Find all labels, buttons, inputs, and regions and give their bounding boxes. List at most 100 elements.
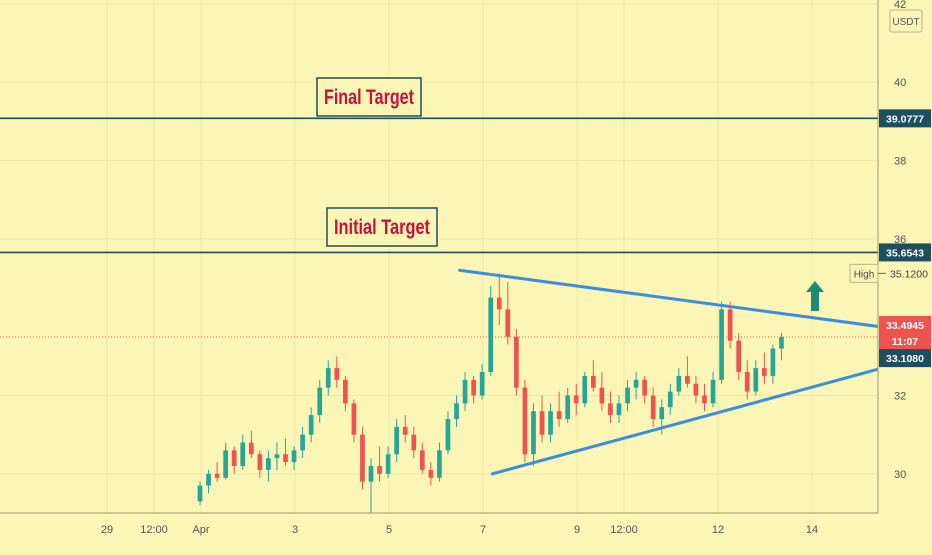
price-tick-label: 38: [894, 156, 906, 168]
candle-body: [377, 466, 382, 474]
marker-price-tag: [879, 349, 931, 368]
final-target-label-box: [316, 77, 422, 117]
candle-body: [582, 375, 588, 404]
candle-body: [693, 383, 699, 396]
candle-body: [531, 411, 536, 455]
final-target-label: Final Target: [324, 86, 414, 109]
candle-body: [317, 387, 323, 416]
candle-body: [719, 309, 724, 380]
price-axis-background: [878, 0, 932, 550]
price-tick-label: 40: [894, 77, 906, 89]
time-tick-label: 5: [386, 524, 392, 536]
time-tick-label: 12: [712, 524, 724, 536]
candle-body: [659, 407, 665, 420]
candle-body: [300, 434, 305, 451]
candle-body: [548, 411, 553, 435]
currency-box: [889, 9, 923, 33]
candle-body: [608, 403, 613, 416]
candle-body: [633, 379, 639, 388]
candle-body: [454, 403, 459, 420]
candle-body: [343, 379, 348, 404]
candle-body: [437, 450, 442, 478]
level-price-text: 39.0777: [886, 113, 924, 125]
candle-body: [360, 434, 365, 482]
high-value: 35.1200: [890, 268, 928, 280]
candle-body: [779, 337, 784, 349]
candle-body: [761, 368, 767, 376]
annotations: Final Target Initial Target: [316, 77, 438, 247]
candle-body: [727, 309, 733, 341]
candle-body: [445, 419, 451, 451]
candle-body: [214, 473, 220, 478]
price-tick-label: 42: [894, 0, 906, 11]
candle-body: [590, 375, 596, 388]
candle-body: [462, 379, 468, 404]
candle-body: [702, 395, 707, 404]
candle-body: [274, 454, 280, 459]
candle-body: [394, 426, 400, 455]
candle-body: [266, 458, 271, 470]
time-tick-label: 9: [574, 524, 580, 536]
price-tick-label: 30: [894, 469, 906, 481]
candle-body: [744, 372, 750, 392]
candle-body: [753, 368, 759, 392]
candle-body: [770, 348, 776, 376]
candle-body: [505, 309, 511, 337]
candle-body: [428, 469, 434, 478]
price-tick-label: 32: [894, 391, 906, 403]
candle-body: [514, 336, 519, 388]
candle-body: [599, 387, 605, 404]
candle-body: [257, 454, 263, 470]
candle-body: [710, 379, 716, 404]
candle-body: [308, 415, 314, 435]
candle-body: [385, 454, 391, 474]
candle-body: [351, 403, 357, 435]
candle-body: [419, 450, 425, 470]
countdown-value: 11:07: [892, 336, 918, 348]
level-price-tag: [879, 243, 931, 262]
candle-body: [402, 426, 408, 435]
candle-body: [231, 450, 237, 467]
candle-body: [650, 395, 656, 420]
triangle-lower-line: [490, 362, 899, 476]
time-tick-label: 3: [292, 524, 298, 536]
candle-body: [736, 340, 742, 373]
price-tick-label: 36: [894, 234, 906, 246]
candle-body: [368, 466, 374, 482]
level-price-tag: [879, 109, 931, 128]
candle-body: [565, 395, 571, 420]
time-tick-label: 12:00: [610, 524, 638, 536]
time-tick-label: 14: [806, 524, 818, 536]
marker-price-text: 33.1080: [886, 353, 924, 365]
candle-body: [522, 387, 528, 455]
grid: [0, 0, 878, 513]
candle-body: [479, 372, 485, 396]
candle-body: [411, 434, 417, 451]
candle-body: [556, 411, 562, 420]
level-price-text: 35.6543: [886, 247, 924, 259]
candle-body: [667, 391, 673, 408]
candle-body: [291, 450, 297, 463]
candle-body: [334, 368, 340, 380]
up-arrow-icon: [806, 281, 824, 311]
candle-body: [488, 297, 494, 373]
candle-body: [616, 403, 622, 416]
candle-body: [206, 473, 211, 486]
horizontal-levels: [0, 117, 878, 338]
candles: [197, 273, 784, 513]
triangle-upper-line: [458, 268, 899, 331]
candle-body: [197, 485, 203, 502]
time-tick-label: 7: [480, 524, 486, 536]
initial-target-label-box: [326, 207, 438, 247]
last-price-tag: [879, 315, 931, 352]
candle-body: [539, 411, 545, 435]
time-tick-label: 29: [101, 524, 113, 536]
candle-body: [642, 379, 647, 396]
candle-body: [283, 454, 288, 463]
high-label: High: [854, 269, 875, 280]
candle-body: [325, 368, 331, 388]
candle-body: [248, 442, 254, 455]
